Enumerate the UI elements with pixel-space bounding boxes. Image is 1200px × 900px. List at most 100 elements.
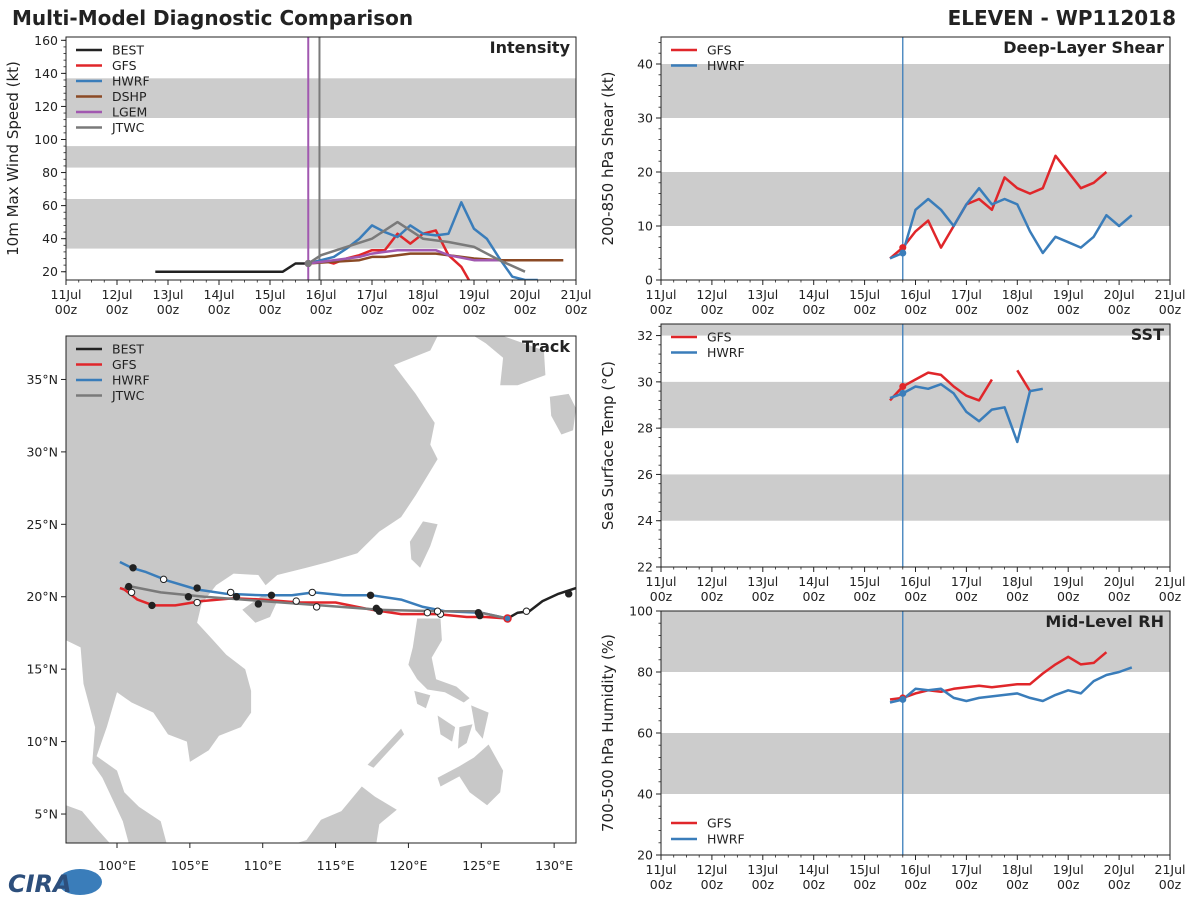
legend-entry: GFS bbox=[112, 58, 137, 73]
x-tick-label: 15Jul bbox=[849, 574, 880, 589]
x-tick-label: 21Jul bbox=[1155, 574, 1186, 589]
x-tick-label: 18Jul bbox=[1002, 287, 1033, 302]
y-tick-label: 24 bbox=[637, 513, 653, 528]
x-tick-label: 00z bbox=[701, 589, 724, 604]
x-tick-label: 00z bbox=[1057, 877, 1080, 892]
x-tick-label: 20Jul bbox=[1104, 287, 1135, 302]
track-point bbox=[148, 601, 156, 610]
map-land bbox=[66, 336, 576, 843]
track-point bbox=[292, 597, 300, 605]
x-tick-label: 105°E bbox=[171, 858, 209, 873]
x-tick-label: 18Jul bbox=[408, 287, 439, 302]
y-tick-label: 35°N bbox=[26, 372, 58, 387]
track-point bbox=[423, 608, 432, 617]
x-tick-label: 00z bbox=[1159, 877, 1182, 892]
series-line-best bbox=[506, 586, 576, 620]
x-tick-label: 00z bbox=[955, 302, 978, 317]
y-axis-label: Sea Surface Temp (°C) bbox=[599, 361, 617, 530]
panels: 2040608010012014016011Jul00z12Jul00z13Ju… bbox=[4, 33, 1186, 892]
x-tick-label: 20Jul bbox=[1104, 862, 1135, 877]
y-tick-label: 40 bbox=[42, 231, 58, 246]
series-line-jtwc bbox=[124, 585, 508, 620]
x-tick-label: 00z bbox=[1108, 589, 1131, 604]
panel-title: Intensity bbox=[490, 38, 571, 57]
legend-entry: JTWC bbox=[111, 388, 145, 403]
init-point bbox=[899, 695, 907, 703]
x-tick-label: 00z bbox=[853, 302, 876, 317]
shade-band bbox=[661, 474, 1170, 521]
init-point bbox=[304, 259, 312, 267]
landmass bbox=[471, 705, 489, 739]
x-tick-label: 20Jul bbox=[1104, 574, 1135, 589]
panel-title: SST bbox=[1131, 325, 1164, 344]
x-tick-label: 00z bbox=[752, 302, 775, 317]
panel-shear: 01020304011Jul00z12Jul00z13Jul00z14Jul00… bbox=[599, 36, 1186, 317]
x-tick-label: 18Jul bbox=[1002, 862, 1033, 877]
x-tick-label: 17Jul bbox=[951, 862, 982, 877]
track-point bbox=[184, 593, 193, 601]
legend-entry: DSHP bbox=[112, 89, 147, 104]
series-line-gfs bbox=[889, 154, 1108, 260]
x-tick-label: 17Jul bbox=[951, 574, 982, 589]
y-axis-label: 700-500 hPa Humidity (%) bbox=[599, 634, 617, 832]
x-tick-label: 00z bbox=[1108, 877, 1131, 892]
y-tick-label: 32 bbox=[637, 328, 653, 343]
x-tick-label: 16Jul bbox=[900, 574, 931, 589]
x-tick-label: 125°E bbox=[462, 858, 500, 873]
y-tick-label: 25°N bbox=[26, 517, 58, 532]
series-line-best bbox=[155, 262, 309, 273]
y-tick-label: 15°N bbox=[26, 662, 58, 677]
x-tick-label: 16Jul bbox=[900, 287, 931, 302]
y-tick-label: 40 bbox=[637, 787, 653, 802]
x-tick-label: 15Jul bbox=[849, 287, 880, 302]
landmass bbox=[437, 744, 504, 806]
shade-band bbox=[66, 199, 576, 249]
x-tick-label: 14Jul bbox=[798, 287, 829, 302]
landmass bbox=[367, 728, 405, 768]
main-title: Multi-Model Diagnostic Comparison bbox=[12, 6, 413, 30]
landmass bbox=[414, 690, 431, 709]
x-tick-label: 12Jul bbox=[696, 862, 727, 877]
x-tick-label: 00z bbox=[904, 589, 927, 604]
x-tick-label: 00z bbox=[208, 302, 231, 317]
x-tick-label: 00z bbox=[1057, 302, 1080, 317]
x-tick-label: 00z bbox=[955, 589, 978, 604]
y-tick-label: 80 bbox=[42, 165, 58, 180]
y-axis-label: 10m Max Wind Speed (kt) bbox=[4, 61, 22, 256]
panel-title: Mid-Level RH bbox=[1045, 612, 1164, 631]
axes-frame bbox=[65, 335, 577, 844]
y-tick-label: 28 bbox=[637, 421, 653, 436]
x-tick-label: 19Jul bbox=[1053, 574, 1084, 589]
x-tick-label: 00z bbox=[1006, 589, 1029, 604]
x-tick-label: 00z bbox=[1159, 589, 1182, 604]
x-tick-label: 13Jul bbox=[747, 862, 778, 877]
shade-band bbox=[66, 78, 576, 118]
y-tick-label: 20 bbox=[637, 165, 653, 180]
y-tick-label: 10°N bbox=[26, 734, 58, 749]
x-tick-label: 130°E bbox=[535, 858, 573, 873]
legend-entry: GFS bbox=[707, 43, 732, 58]
panel-rh: 2040608010011Jul00z12Jul00z13Jul00z14Jul… bbox=[599, 604, 1186, 893]
y-tick-label: 80 bbox=[637, 665, 653, 680]
x-tick-label: 13Jul bbox=[747, 287, 778, 302]
landmass bbox=[549, 393, 576, 435]
track-point bbox=[129, 564, 137, 572]
legend-entry: GFS bbox=[707, 816, 732, 831]
x-tick-label: 00z bbox=[802, 877, 825, 892]
x-tick-label: 11Jul bbox=[646, 574, 677, 589]
legend-entry: HWRF bbox=[112, 373, 150, 388]
storm-id-title: ELEVEN - WP112018 bbox=[948, 6, 1176, 30]
track-point bbox=[474, 608, 483, 617]
track-point bbox=[232, 593, 241, 601]
x-tick-label: 00z bbox=[650, 877, 673, 892]
x-tick-label: 00z bbox=[853, 589, 876, 604]
x-tick-label: 19Jul bbox=[1053, 287, 1084, 302]
x-tick-label: 19Jul bbox=[459, 287, 490, 302]
series-line-hwrf bbox=[889, 382, 1044, 444]
x-tick-label: 17Jul bbox=[951, 287, 982, 302]
y-tick-label: 30 bbox=[637, 111, 653, 126]
shade-band bbox=[661, 324, 1170, 336]
x-tick-label: 00z bbox=[55, 302, 78, 317]
x-tick-label: 13Jul bbox=[747, 574, 778, 589]
y-tick-label: 22 bbox=[637, 560, 653, 575]
